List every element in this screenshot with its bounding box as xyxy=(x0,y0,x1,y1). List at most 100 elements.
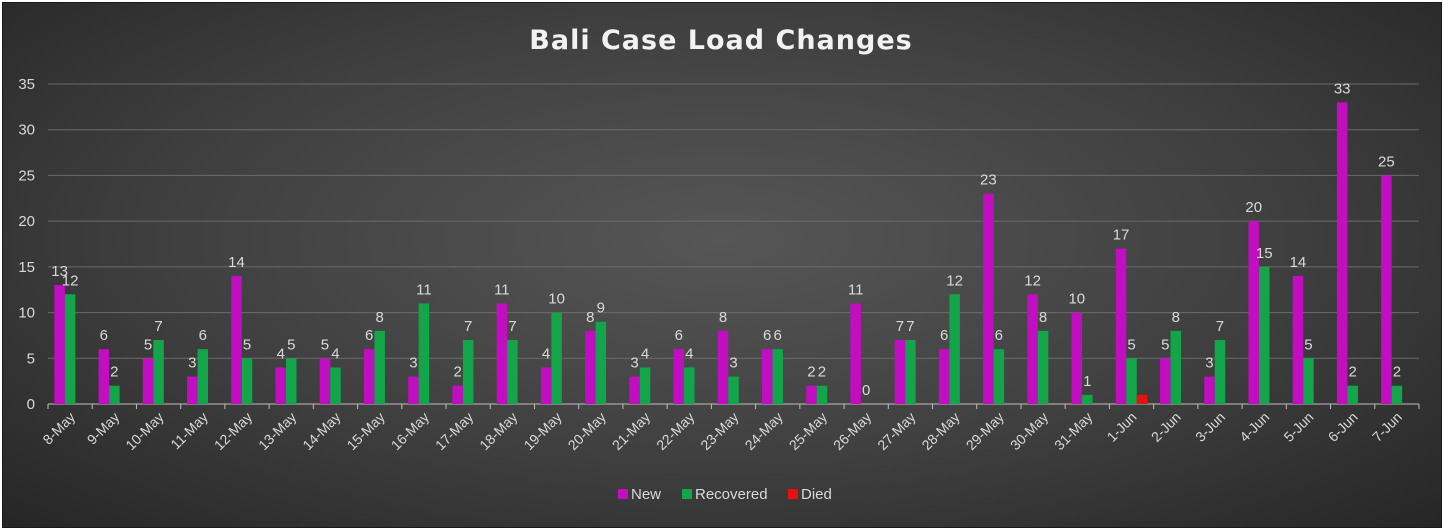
bar-new xyxy=(452,385,463,404)
legend-swatch-recovered xyxy=(682,489,692,499)
x-tick-label: 19-May xyxy=(520,409,564,453)
data-label: 11 xyxy=(416,281,432,298)
data-label: 9 xyxy=(597,300,605,317)
bar-new xyxy=(187,376,198,404)
data-label: 33 xyxy=(1334,80,1351,97)
data-label: 6 xyxy=(995,327,1003,344)
data-label: 4 xyxy=(641,345,649,362)
x-tick-label: 11-May xyxy=(167,409,211,453)
data-label: 3 xyxy=(188,355,196,372)
x-tick-label: 3-Jun xyxy=(1192,409,1228,445)
data-label: 11 xyxy=(494,281,510,298)
x-tick-label: 1-Jun xyxy=(1104,409,1140,445)
legend-swatch-died xyxy=(788,489,798,499)
x-tick-label: 17-May xyxy=(432,409,476,453)
data-label: 11 xyxy=(848,281,864,298)
x-tick-label: 13-May xyxy=(255,409,299,453)
bar-new xyxy=(1248,221,1259,404)
x-tick-label: 18-May xyxy=(476,409,520,453)
bar-recovered xyxy=(374,330,385,404)
x-tick-label: 4-Jun xyxy=(1236,409,1272,445)
bar-recovered xyxy=(1391,385,1403,404)
bar-recovered xyxy=(197,349,209,404)
bar-new xyxy=(1071,312,1083,404)
y-tick-label: 15 xyxy=(18,259,35,276)
bar-recovered xyxy=(905,340,916,404)
data-label: 6 xyxy=(199,327,207,344)
data-label: 7 xyxy=(508,318,516,335)
bar-recovered xyxy=(949,294,960,404)
x-tick-label: 30-May xyxy=(1007,409,1051,453)
bar-new xyxy=(1115,248,1127,404)
x-tick-label: 15-May xyxy=(343,409,387,453)
bar-recovered xyxy=(1214,340,1226,404)
bar-new xyxy=(1381,175,1392,404)
bar-new xyxy=(363,349,375,404)
data-label: 2 xyxy=(110,364,118,381)
x-tick-label: 27-May xyxy=(874,409,918,453)
bar-new xyxy=(1027,294,1038,404)
y-tick-label: 35 xyxy=(18,76,35,93)
bar-new xyxy=(629,376,640,404)
x-tick-label: 22-May xyxy=(653,409,697,453)
data-label: 6 xyxy=(365,327,373,344)
data-label: 5 xyxy=(1304,336,1312,353)
x-tick-label: 5-Jun xyxy=(1280,409,1316,445)
data-label: 4 xyxy=(277,345,285,362)
bar-new xyxy=(717,330,729,404)
data-label: 7 xyxy=(154,318,162,335)
data-label: 2 xyxy=(453,364,461,381)
data-label: 5 xyxy=(144,336,152,353)
bar-new xyxy=(54,285,65,404)
y-tick-label: 0 xyxy=(27,396,35,413)
data-label: 2 xyxy=(807,364,815,381)
data-label: 8 xyxy=(376,309,384,326)
bar-recovered xyxy=(1303,358,1314,404)
bar-new xyxy=(1292,276,1304,404)
data-label: 7 xyxy=(1216,318,1224,335)
data-label: 8 xyxy=(586,309,594,326)
y-tick-label: 10 xyxy=(18,305,35,322)
x-tick-label: 2-Jun xyxy=(1148,409,1184,445)
legend-swatch-new xyxy=(618,489,628,499)
data-label: 6 xyxy=(100,327,108,344)
bar-recovered xyxy=(153,340,164,404)
data-label: 8 xyxy=(719,309,727,326)
x-tick-label: 8-May xyxy=(39,409,78,448)
legend-label-new: New xyxy=(631,486,661,503)
data-label: 6 xyxy=(940,327,948,344)
bar-recovered xyxy=(772,349,783,404)
legend-label-recovered: Recovered xyxy=(695,486,768,503)
data-label: 6 xyxy=(774,327,782,344)
data-label: 5 xyxy=(1161,336,1169,353)
bar-recovered xyxy=(728,376,739,404)
data-label: 8 xyxy=(1172,309,1180,326)
data-label: 4 xyxy=(331,345,339,362)
bar-recovered xyxy=(1347,385,1358,404)
bar-new xyxy=(275,367,286,404)
bar-new xyxy=(540,367,552,404)
y-tick-label: 5 xyxy=(27,350,35,367)
bar-recovered xyxy=(993,349,1005,404)
y-tick-label: 30 xyxy=(18,122,35,139)
bar-new xyxy=(894,340,906,404)
bar-recovered xyxy=(462,340,474,404)
data-label: 5 xyxy=(287,336,295,353)
bar-recovered xyxy=(109,385,120,404)
x-tick-label: 14-May xyxy=(299,409,343,453)
x-tick-label: 16-May xyxy=(388,409,432,453)
x-tick-label: 23-May xyxy=(697,409,741,453)
bar-new xyxy=(231,276,242,404)
data-label: 14 xyxy=(228,254,245,271)
x-tick-label: 25-May xyxy=(786,409,830,453)
data-label: 5 xyxy=(321,336,329,353)
y-tick-label: 25 xyxy=(18,167,35,184)
bar-recovered xyxy=(684,367,695,404)
bar-recovered xyxy=(816,385,828,404)
bar-new xyxy=(496,303,508,404)
legend-label-died: Died xyxy=(801,486,832,503)
data-label: 1 xyxy=(1083,373,1091,390)
bar-new xyxy=(585,330,596,404)
bar-new xyxy=(673,349,685,404)
